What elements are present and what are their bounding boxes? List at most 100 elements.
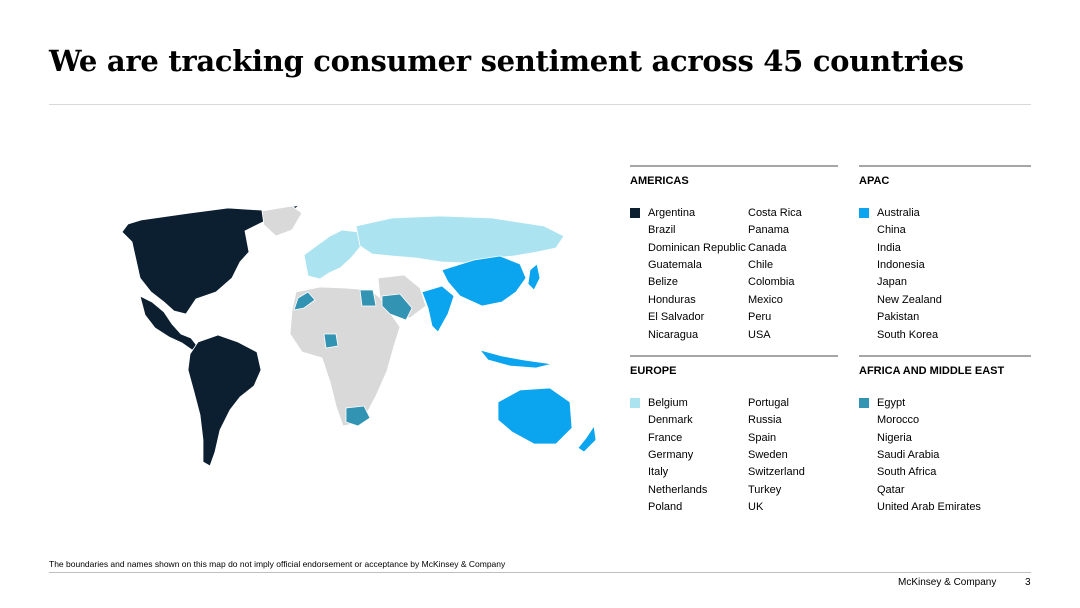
map-region-south-africa — [345, 405, 371, 427]
country-row: Mexico — [748, 293, 783, 306]
map-region-russia — [355, 215, 565, 264]
country-name: El Salvador — [648, 311, 705, 324]
country-list: Australia China India Indonesia Japan Ne… — [859, 204, 942, 344]
country-name: India — [877, 241, 901, 254]
company-name: McKinsey & Company — [898, 577, 997, 588]
country-row: Honduras — [630, 291, 748, 308]
region-divider — [859, 355, 1031, 357]
country-row: Turkey — [748, 483, 782, 496]
country-name: Netherlands — [648, 483, 708, 496]
country-row: UK — [748, 501, 764, 514]
map-region-saudi-arabia — [381, 293, 413, 321]
country-row: Denmark — [630, 411, 748, 428]
country-name: Nigeria — [877, 431, 912, 444]
region-africa-middle-east: AFRICA AND MIDDLE EAST Egypt Morocco Nig… — [859, 355, 1031, 516]
country-row: South Africa — [859, 464, 981, 481]
map-region-new-zealand — [577, 424, 597, 453]
country-row: Portugal — [748, 396, 789, 409]
region-divider — [630, 165, 838, 167]
country-row: Morocco — [859, 411, 981, 428]
country-name: Pakistan — [877, 311, 920, 324]
country-row: Canada — [748, 241, 787, 254]
country-name: Germany — [648, 449, 694, 462]
legend-swatch — [859, 207, 869, 218]
region-americas: AMERICAS Argentina Brazil Dominican Repu… — [630, 165, 838, 344]
region-divider — [859, 165, 1031, 167]
country-row: China — [859, 221, 942, 238]
country-name: Brazil — [648, 224, 676, 237]
country-row: USA — [748, 328, 771, 341]
country-row: Dominican Republic — [630, 239, 748, 256]
country-row: Spain — [748, 431, 777, 444]
country-list: Portugal Russia Spain Sweden Switzerland… — [748, 394, 805, 516]
country-row: New Zealand — [859, 291, 942, 308]
map-region-greenland — [261, 205, 303, 237]
country-row: Indonesia — [859, 256, 942, 273]
region-title: EUROPE — [630, 365, 677, 377]
country-row: Nicaragua — [630, 326, 748, 343]
country-row: Saudi Arabia — [859, 446, 981, 463]
country-row: Costa Rica — [748, 206, 802, 219]
country-name: Belize — [648, 276, 678, 289]
country-name: New Zealand — [877, 293, 942, 306]
country-row: South Korea — [859, 326, 942, 343]
country-row: Colombia — [748, 276, 795, 289]
country-row: El Salvador — [630, 309, 748, 326]
region-title: AMERICAS — [630, 175, 689, 187]
country-row: France — [630, 429, 748, 446]
country-row: Egypt — [859, 394, 981, 411]
country-list: Costa Rica Panama Canada Chile Colombia … — [748, 204, 802, 344]
country-name: Morocco — [877, 414, 920, 427]
country-row: United Arab Emirates — [859, 499, 981, 516]
country-name: Australia — [877, 206, 920, 219]
country-row: Japan — [859, 274, 942, 291]
legend-swatch — [859, 397, 869, 408]
page-title: We are tracking consumer sentiment acros… — [49, 44, 964, 78]
country-row: Switzerland — [748, 466, 805, 479]
region-europe: EUROPE Belgium Denmark France Germany It… — [630, 355, 838, 516]
country-name: Belgium — [648, 396, 688, 409]
country-name: Honduras — [648, 293, 696, 306]
country-row: Netherlands — [630, 481, 748, 498]
country-row: Belgium — [630, 394, 748, 411]
map-region-europe — [303, 229, 362, 280]
country-row: Germany — [630, 446, 748, 463]
map-region-morocco — [293, 291, 316, 311]
country-row: Pakistan — [859, 309, 942, 326]
map-region-indonesia — [478, 349, 553, 369]
country-row: Italy — [630, 464, 748, 481]
region-divider — [630, 355, 838, 357]
region-title: AFRICA AND MIDDLE EAST — [859, 365, 1005, 377]
country-name: Dominican Republic — [648, 241, 746, 254]
map-region-japan — [527, 263, 541, 291]
country-name: Japan — [877, 276, 907, 289]
country-name: Indonesia — [877, 259, 925, 272]
map-region-china — [441, 255, 527, 307]
country-name: Italy — [648, 466, 669, 479]
country-name: South Africa — [877, 466, 937, 479]
country-row: India — [859, 239, 942, 256]
country-name: Saudi Arabia — [877, 449, 940, 462]
country-row: Poland — [630, 499, 748, 516]
country-row: Sweden — [748, 449, 788, 462]
country-row: Russia — [748, 414, 782, 427]
country-row: Qatar — [859, 481, 981, 498]
country-row: Brazil — [630, 221, 748, 238]
country-list: Egypt Morocco Nigeria Saudi Arabia South… — [859, 394, 981, 516]
country-row: Panama — [748, 224, 789, 237]
country-name: Poland — [648, 501, 683, 514]
country-name: Denmark — [648, 414, 693, 427]
country-name: Egypt — [877, 396, 906, 409]
country-list: Argentina Brazil Dominican Republic Guat… — [630, 204, 748, 344]
country-name: United Arab Emirates — [877, 501, 981, 514]
country-row: Guatemala — [630, 256, 748, 273]
country-list: Belgium Denmark France Germany Italy Net… — [630, 394, 748, 516]
page-number: 3 — [1025, 577, 1031, 588]
country-name: Guatemala — [648, 259, 702, 272]
country-row: Nigeria — [859, 429, 981, 446]
country-row: Australia — [859, 204, 942, 221]
map-disclaimer: The boundaries and names shown on this m… — [49, 559, 506, 569]
country-name: Nicaragua — [648, 328, 699, 341]
country-name: France — [648, 431, 683, 444]
country-row: Belize — [630, 274, 748, 291]
